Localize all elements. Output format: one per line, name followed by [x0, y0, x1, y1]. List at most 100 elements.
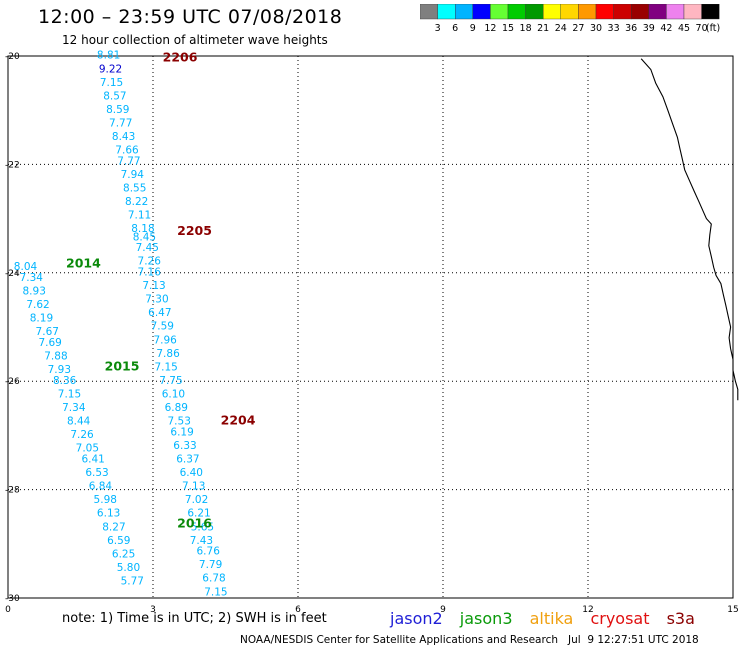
wave-height-label: 8.45	[133, 231, 156, 243]
wave-height-label: 8.36	[53, 375, 77, 387]
legend-tick-label: 39	[643, 23, 655, 34]
legend-tick-label: 45	[678, 23, 690, 34]
wave-height-label: 7.05	[76, 443, 99, 455]
x-tick-label: 6	[295, 605, 301, 615]
wave-height-label: 7.93	[48, 364, 71, 376]
legend-tick-label: 15	[502, 23, 514, 34]
pass-label: 2016	[177, 516, 212, 531]
legend-tick-label: 27	[572, 23, 584, 34]
legend-tick-label: 3	[435, 23, 441, 34]
wave-height-label: 6.41	[81, 454, 104, 466]
wave-height-label: 7.15	[100, 77, 123, 89]
wave-height-label: 8.43	[112, 131, 135, 143]
footnote: note: 1) Time is in UTC; 2) SWH is in fe…	[62, 611, 327, 626]
wave-height-label: 8.22	[125, 196, 148, 208]
legend-tick-label: 9	[470, 23, 476, 34]
wave-height-label: 6.76	[197, 546, 221, 558]
legend-tick-label: 6	[452, 23, 458, 34]
wave-height-label: 7.16	[138, 267, 162, 279]
wave-height-label: 9.22	[99, 63, 122, 75]
page-title: 12:00 – 23:59 UTC 07/08/2018	[38, 6, 343, 28]
legend-tick-label: 18	[520, 23, 532, 34]
legend-swatch	[701, 4, 720, 20]
wave-height-label: 7.59	[151, 321, 174, 333]
legend-unit: (ft)	[706, 23, 720, 34]
legend-tick-label: 42	[660, 23, 672, 34]
wave-height-label: 7.67	[36, 326, 59, 338]
satellite-legend: jason2 jason3 altika cryosat s3a	[390, 609, 707, 628]
wave-height-label: 7.94	[121, 169, 145, 181]
wave-height-label: 7.77	[109, 117, 132, 129]
coastline	[640, 58, 739, 401]
satellite-s3a: s3a	[666, 609, 695, 628]
wave-height-label: 8.27	[102, 521, 125, 533]
y-tick-label: -30	[5, 594, 20, 604]
y-tick-label: -22	[5, 160, 20, 170]
wave-height-label: 7.96	[153, 334, 177, 346]
wave-height-label: 7.34	[62, 402, 86, 414]
x-tick-label: 12	[582, 605, 593, 615]
satellite-jason3: jason3	[459, 609, 513, 628]
satellite-jason2: jason2	[390, 609, 443, 628]
wave-height-label: 6.47	[148, 307, 171, 319]
legend-tick-label: 36	[625, 23, 637, 34]
wave-height-label: 7.75	[159, 375, 182, 387]
wave-height-label: 7.02	[185, 494, 208, 506]
x-tick-label: 9	[440, 605, 446, 615]
wave-height-label: 7.11	[128, 210, 151, 222]
legend-tick-label: 12	[484, 23, 496, 34]
wave-height-label: 8.93	[23, 285, 46, 297]
wave-height-label: 6.78	[202, 573, 225, 585]
wave-height-label: 7.66	[115, 145, 139, 157]
wave-height-label: 8.55	[123, 183, 146, 195]
wave-height-label: 7.77	[117, 155, 140, 167]
y-tick-label: -24	[5, 269, 20, 279]
wave-height-label: 6.10	[162, 388, 185, 400]
wave-height-label: 7.15	[58, 388, 81, 400]
wave-height-label: 5.77	[121, 575, 144, 587]
credit-line: NOAA/NESDIS Center for Satellite Applica…	[240, 634, 699, 646]
wave-height-label: 8.18	[131, 223, 154, 235]
wave-height-label: 6.89	[165, 402, 188, 414]
wave-height-label: 8.19	[30, 313, 53, 325]
wave-height-label: 7.13	[142, 280, 165, 292]
pass-label: 2015	[105, 358, 140, 373]
wave-height-label: 6.53	[85, 467, 108, 479]
color-scale-legend: 3 6 9 12 15 18 21 24 27 30 33 36 39 42 45 70(ft)	[420, 4, 720, 34]
satellite-cryosat: cryosat	[590, 609, 650, 628]
page-subtitle: 12 hour collection of altimeter wave hei…	[62, 33, 328, 47]
wave-height-label: 7.86	[156, 348, 180, 360]
wave-height-label: 7.88	[44, 351, 67, 363]
wave-height-label: 7.43	[190, 535, 213, 547]
x-tick-label: 0	[5, 605, 11, 615]
wave-height-label: 7.15	[204, 586, 227, 598]
wave-height-label: 7.69	[38, 337, 61, 349]
wave-height-label: 7.34	[20, 272, 44, 284]
legend-tick-label: 70	[696, 23, 708, 34]
wave-height-label: 5.98	[94, 494, 117, 506]
wave-height-label: 8.44	[67, 416, 91, 428]
pass-label: 2205	[177, 223, 212, 238]
wave-height-label: 6.37	[176, 454, 199, 466]
wave-height-label: 6.40	[180, 467, 203, 479]
wave-height-label: 5.80	[117, 562, 140, 574]
pass-label: 2206	[163, 49, 198, 64]
wave-height-label: 8.57	[103, 90, 126, 102]
wave-height-label: 7.26	[138, 256, 162, 268]
wave-height-label: 5.65	[191, 521, 214, 533]
legend-tick-label: 33	[608, 23, 620, 34]
wave-height-label: 6.84	[89, 481, 113, 493]
y-tick-label: -20	[5, 52, 20, 62]
pass-label: 2014	[66, 255, 101, 270]
map-frame	[7, 55, 734, 599]
wave-height-label: 7.79	[199, 559, 222, 571]
x-tick-label: 15	[727, 605, 738, 615]
wave-height-label: 6.33	[173, 440, 196, 452]
y-tick-label: -28	[5, 486, 20, 496]
wave-height-label: 7.53	[168, 416, 191, 428]
wave-height-label: 7.15	[154, 361, 177, 373]
wave-height-label: 8.04	[14, 261, 38, 273]
wave-height-label: 6.19	[170, 426, 193, 438]
wave-height-label: 7.30	[145, 294, 168, 306]
